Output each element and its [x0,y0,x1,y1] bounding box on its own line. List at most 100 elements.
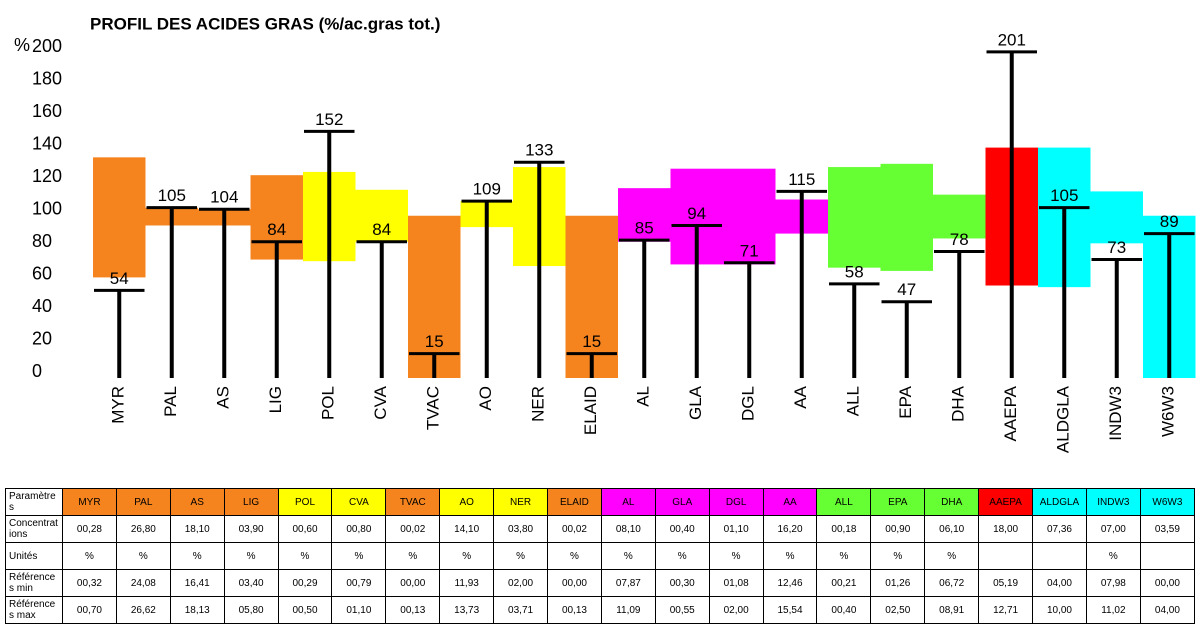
table-cell: CVA [331,488,387,516]
table-cell: 18,10 [169,515,225,543]
y-tick-label: 160 [32,101,62,121]
value-label: 115 [788,170,815,189]
x-tick-label: MYR [109,386,128,424]
table-cell: 05,80 [223,596,279,624]
x-tick-label: TVAC [424,386,443,430]
table-cell: 03,59 [1139,515,1196,543]
table-cell: 04,00 [1139,596,1196,624]
data-table: Paramètres MYR PAL AS LIG POL CVA TVAC AO NER ELAI… [5,488,1196,624]
table-cell: % [816,542,872,570]
x-tick-label: DGL [739,386,758,421]
range-box [355,189,408,242]
table-cell: ALDGLA [1032,488,1087,516]
y-tick-label: 120 [32,166,62,186]
table-cell: AAEPA [978,488,1034,516]
table-cell: 00,79 [331,569,387,597]
table-cell: % [115,542,171,570]
table-cell: Références min [5,569,63,597]
value-label: 104 [210,188,238,207]
table-cell: MYR [62,488,117,516]
table-cell: 07,00 [1085,515,1141,543]
value-label: 89 [1160,212,1179,231]
table-cell: 06,72 [924,569,980,597]
table-cell: % [924,542,980,570]
value-label: 152 [315,110,343,129]
table-cell: 00,00 [1139,569,1196,597]
y-tick-label: 60 [32,263,52,283]
table-row: Concentrations 00,28 26,80 18,10 03,90 00,60 0… [5,515,1196,543]
value-label: 47 [897,280,916,299]
range-box [880,163,933,271]
value-label: 78 [950,230,969,249]
y-tick-label: 80 [32,231,52,251]
range-box [723,168,776,265]
table-cell: 14,10 [439,515,495,543]
x-tick-label: PAL [161,386,180,417]
value-label: 73 [1107,238,1126,257]
table-cell: ALL [816,488,872,516]
table-cell: 00,00 [547,569,602,597]
table-cell: 00,70 [62,596,117,624]
table-cell: Unités [5,542,63,570]
x-tick-label: AO [476,386,495,411]
table-cell: 16,20 [762,515,818,543]
table-cell: 10,00 [1032,596,1087,624]
table-cell: LIG [223,488,279,516]
table-cell: % [223,542,279,570]
table-cell: 08,10 [600,515,656,543]
table-cell: AO [439,488,495,516]
x-tick-label: AA [791,385,810,408]
x-tick-label: AAEPA [1001,385,1020,441]
table-cell: % [654,542,710,570]
range-box [565,215,618,378]
y-tick-label: 0 [32,361,42,381]
table-cell: % [385,542,441,570]
table-cell: % [870,542,926,570]
table-cell: 00,29 [277,569,333,597]
x-tick-label: CVA [371,385,390,419]
table-cell: 01,26 [870,569,926,597]
value-label: 94 [687,204,706,223]
table-cell: 12,46 [762,569,818,597]
table-cell: 00,50 [277,596,333,624]
table-cell: 26,62 [115,596,171,624]
table-cell: INDW3 [1085,488,1141,516]
x-tick-label: ALDGLA [1054,385,1073,453]
table-cell: 00,90 [870,515,926,543]
table-cell: 24,08 [115,569,171,597]
table-cell: 04,00 [1032,569,1087,597]
value-label: 54 [110,269,129,288]
range-box [1090,191,1143,244]
table-cell [1139,542,1196,570]
table-cell: 02,00 [493,569,549,597]
table-cell: 01,10 [331,596,387,624]
table-cell: % [493,542,549,570]
value-label: 201 [998,30,1026,49]
table-cell: % [62,542,117,570]
x-tick-label: ELAID [581,386,600,435]
table-row: Unités%%%%%%%%%%%%%%%%%% [5,542,1196,570]
table-cell: 00,13 [547,596,602,624]
table-cell: 02,50 [870,596,926,624]
range-box [408,215,461,378]
table-cell: 16,41 [169,569,225,597]
table-cell: 00,60 [277,515,333,543]
table-cell: 00,32 [62,569,117,597]
table-cell: 00,00 [385,569,441,597]
range-box [828,167,881,268]
range-box [93,157,146,278]
table-cell: 11,93 [439,569,495,597]
table-cell: 03,40 [223,569,279,597]
table-cell: AA [762,488,818,516]
table-cell: ELAID [547,488,602,516]
table-cell: % [600,542,656,570]
x-tick-label: W6W3 [1159,386,1178,437]
table-cell: NER [493,488,549,516]
range-box [933,194,986,239]
table-cell: EPA [870,488,926,516]
table-cell: 07,87 [600,569,656,597]
value-label: 71 [740,241,759,260]
value-label: 85 [635,219,654,238]
value-label: 105 [158,186,186,205]
